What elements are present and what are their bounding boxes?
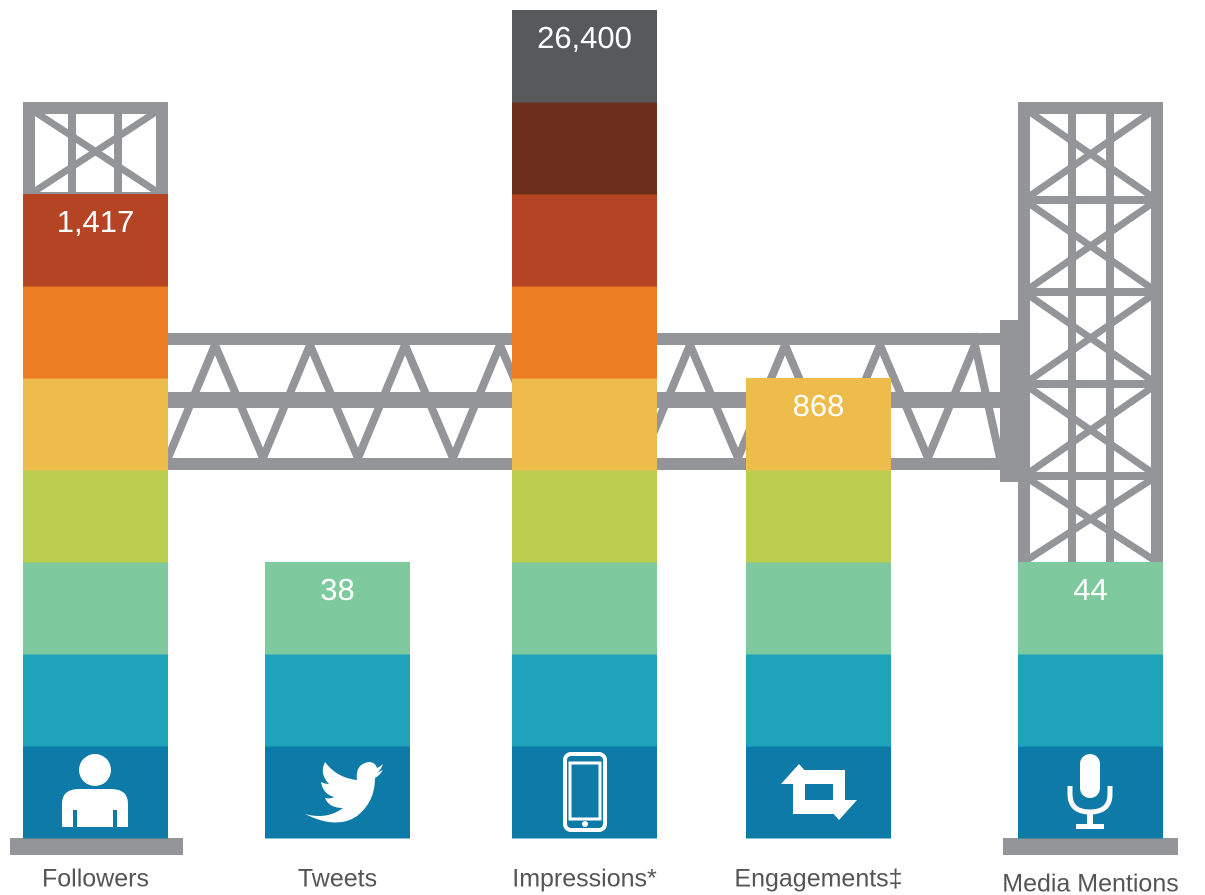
bar-block [512,470,657,563]
tower-brace [1024,108,1157,200]
bar-block [512,194,657,287]
bar-block [23,378,168,471]
value-label: 38 [320,572,354,607]
bar-block [512,286,657,379]
bar-block [512,378,657,471]
category-label: Followers [42,865,149,893]
bar-block [512,102,657,195]
value-label: 868 [793,388,845,423]
category-label: Engagements‡ [734,865,902,893]
bar-block [23,470,168,563]
base [10,838,183,855]
tower-brace [1024,384,1157,476]
bar-block [23,654,168,747]
value-label: 26,400 [537,20,632,55]
bar-block [265,654,410,747]
tower-brace [29,108,162,195]
tower-brace [1024,200,1157,292]
bar-block [23,286,168,379]
bar-block [1018,654,1163,747]
bar-block [23,562,168,655]
category-label: Impressions* [512,865,657,893]
infographic: 1,417 38 26,400 868 44 Followers Tweets Impres… [0,0,1205,895]
bar-block [746,654,891,747]
right-tower [1024,108,1157,568]
category-label: Tweets [298,865,377,893]
bar-block [512,654,657,747]
labels: Followers Tweets Impressions* Engagements‡ M… [42,865,1179,895]
bar-block [512,562,657,655]
tower-brace [1024,292,1157,384]
bar-block [746,746,891,839]
bar-block [746,470,891,563]
value-label: 1,417 [57,204,135,239]
bar-block [746,562,891,655]
value-label: 44 [1073,572,1107,607]
base [1003,838,1178,855]
category-label: Media Mentions [1002,870,1178,895]
tower-brace [1024,476,1157,562]
